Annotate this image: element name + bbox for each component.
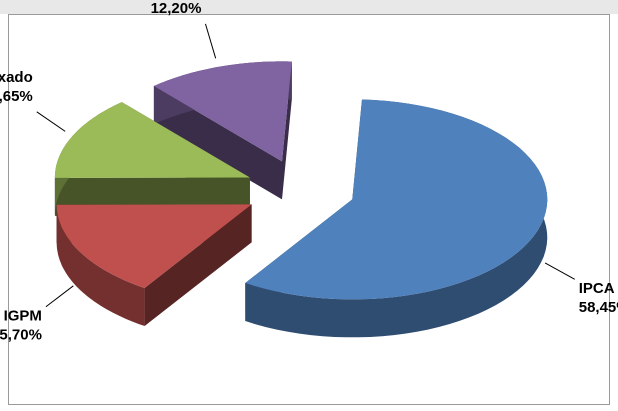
leader-line — [36, 111, 66, 132]
slice — [56, 204, 252, 288]
slice-label: IGPM — [4, 308, 42, 325]
slice — [153, 61, 292, 162]
chart-frame — [8, 14, 610, 405]
slice-wall — [56, 204, 145, 326]
slice — [54, 102, 250, 178]
slice-wall — [245, 99, 548, 338]
leader-line — [204, 23, 217, 59]
leader-line — [45, 285, 74, 308]
slice — [245, 99, 548, 300]
value-label: 12,20% — [151, 0, 202, 17]
leader-line — [544, 262, 575, 280]
value-label: 13,65% — [0, 88, 33, 105]
slice-label: Pós Fixado — [0, 69, 33, 86]
slice-label: IPCA — [579, 280, 615, 297]
value-label: 58,45% — [579, 299, 618, 316]
value-label: 15,70% — [0, 327, 42, 344]
header-strip — [0, 0, 618, 14]
slice-side — [153, 86, 282, 200]
